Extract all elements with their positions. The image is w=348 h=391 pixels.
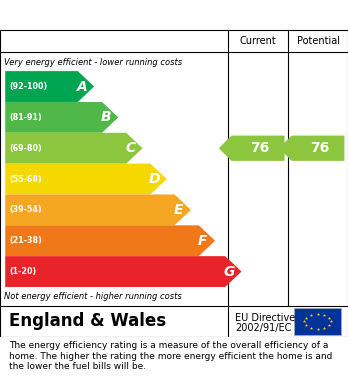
Polygon shape bbox=[5, 133, 143, 164]
Text: (92-100): (92-100) bbox=[9, 82, 48, 91]
Polygon shape bbox=[5, 256, 242, 287]
Text: D: D bbox=[149, 172, 160, 186]
Text: B: B bbox=[101, 110, 111, 124]
Text: Potential: Potential bbox=[296, 36, 340, 46]
Polygon shape bbox=[5, 225, 215, 256]
Text: (81-91): (81-91) bbox=[9, 113, 42, 122]
Text: The energy efficiency rating is a measure of the overall efficiency of a home. T: The energy efficiency rating is a measur… bbox=[9, 341, 332, 371]
Text: (39-54): (39-54) bbox=[9, 205, 42, 214]
Text: (55-68): (55-68) bbox=[9, 174, 42, 183]
Text: Energy Efficiency Rating: Energy Efficiency Rating bbox=[9, 7, 211, 22]
Text: 76: 76 bbox=[250, 141, 270, 155]
Bar bbox=[294, 308, 341, 335]
Polygon shape bbox=[5, 102, 118, 133]
Polygon shape bbox=[279, 136, 345, 161]
Polygon shape bbox=[5, 194, 191, 225]
Text: C: C bbox=[125, 141, 135, 155]
Text: England & Wales: England & Wales bbox=[9, 312, 166, 330]
Text: G: G bbox=[223, 265, 235, 278]
Text: F: F bbox=[198, 234, 208, 248]
Text: 76: 76 bbox=[310, 141, 330, 155]
Text: (69-80): (69-80) bbox=[9, 144, 42, 153]
Polygon shape bbox=[219, 136, 285, 161]
Text: (21-38): (21-38) bbox=[9, 236, 42, 245]
Text: Very energy efficient - lower running costs: Very energy efficient - lower running co… bbox=[4, 58, 182, 67]
Text: A: A bbox=[77, 79, 87, 93]
Text: E: E bbox=[174, 203, 183, 217]
Polygon shape bbox=[5, 71, 94, 102]
Text: 2002/91/EC: 2002/91/EC bbox=[235, 323, 291, 333]
Text: (1-20): (1-20) bbox=[9, 267, 37, 276]
Text: EU Directive: EU Directive bbox=[235, 313, 295, 323]
Text: Current: Current bbox=[240, 36, 276, 46]
Text: Not energy efficient - higher running costs: Not energy efficient - higher running co… bbox=[4, 292, 182, 301]
Polygon shape bbox=[5, 164, 167, 194]
